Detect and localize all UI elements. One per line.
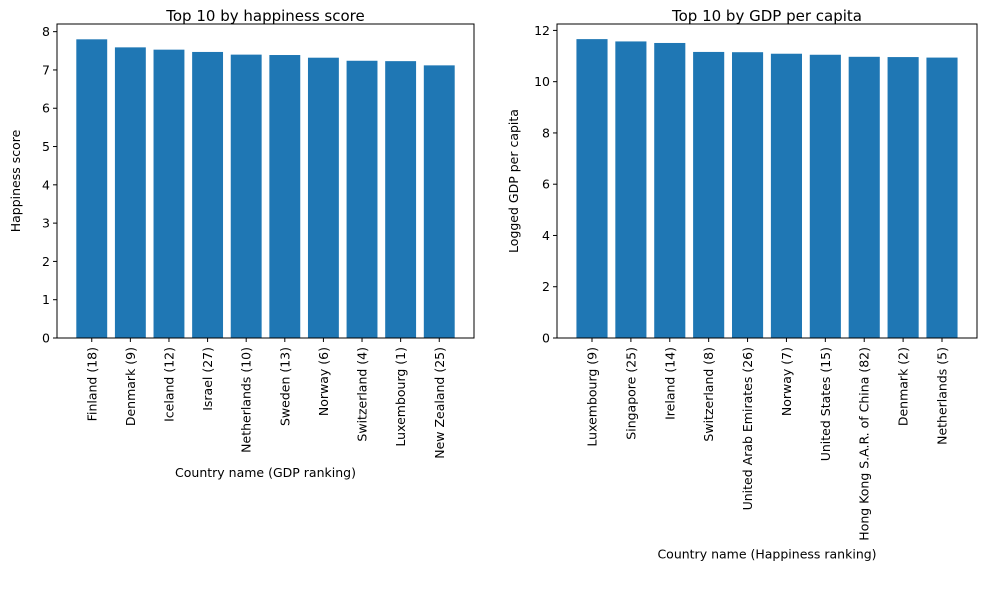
bar-norway-6 <box>307 57 339 338</box>
y-tick-label: 12 <box>534 23 550 38</box>
bar-norway-7 <box>770 53 802 338</box>
x-tick-label-denmark-2: Denmark (2) <box>896 347 911 426</box>
chart-title: Top 10 by happiness score <box>165 7 364 25</box>
x-axis-label: Country name (GDP ranking) <box>175 465 356 480</box>
y-tick-label: 0 <box>42 331 50 346</box>
x-tick-label-israel-27: Israel (27) <box>200 347 215 411</box>
bar-ireland-14 <box>654 42 686 338</box>
y-tick-label: 3 <box>42 216 50 231</box>
bar-denmark-9 <box>114 47 146 339</box>
y-axis-label: Logged GDP per capita <box>506 109 521 253</box>
plot-frame <box>56 23 475 339</box>
bar-united-arab-emirates-26 <box>732 52 764 338</box>
x-tick-label-denmark-9: Denmark (9) <box>123 347 138 426</box>
bar-finland-18 <box>76 39 108 338</box>
y-tick-label: 6 <box>542 177 550 192</box>
bar-sweden-13 <box>269 55 301 339</box>
x-axis-label: Country name (Happiness ranking) <box>657 547 876 562</box>
y-tick-label: 6 <box>42 101 50 116</box>
bar-netherlands-5 <box>926 57 958 338</box>
bar-switzerland-4 <box>346 60 378 338</box>
x-tick-label-hong-kong-s-a-r-of-china-82: Hong Kong S.A.R. of China (82) <box>857 347 872 541</box>
y-tick-label: 5 <box>42 139 50 154</box>
x-tick-label-norway-7: Norway (7) <box>779 347 794 416</box>
bar-iceland-12 <box>153 49 185 338</box>
x-tick-label-ireland-14: Ireland (14) <box>662 347 677 420</box>
x-tick-label-switzerland-4: Switzerland (4) <box>355 347 370 442</box>
bar-denmark-2 <box>887 57 919 338</box>
bar-united-states-15 <box>809 54 841 338</box>
x-tick-label-finland-18: Finland (18) <box>84 347 99 421</box>
x-tick-label-singapore-25: Singapore (25) <box>623 347 638 440</box>
y-tick-label: 2 <box>542 279 550 294</box>
y-tick-label: 4 <box>42 177 50 192</box>
y-tick-label: 8 <box>42 24 50 39</box>
bar-israel-27 <box>192 51 224 338</box>
x-tick-label-luxembourg-9: Luxembourg (9) <box>585 347 600 447</box>
chart-gdp-per-capita: 0 2 4 6 8 10 12 Luxembourg (9) Singapore (25) Ire… <box>506 7 978 562</box>
bar-hong-kong-s-a-r-of-china-82 <box>848 56 880 339</box>
y-tick-label: 8 <box>542 125 550 140</box>
x-tick-label-netherlands-5: Netherlands (5) <box>935 347 950 445</box>
x-tick-label-sweden-13: Sweden (13) <box>277 347 292 426</box>
bar-switzerland-8 <box>693 51 725 338</box>
y-tick-label: 10 <box>534 74 550 89</box>
plot-frame <box>556 23 978 339</box>
x-tick-label-united-arab-emirates-26: United Arab Emirates (26) <box>740 347 755 510</box>
bar-netherlands-10 <box>230 54 262 338</box>
bar-new-zealand-25 <box>423 65 455 339</box>
x-tick-label-iceland-12: Iceland (12) <box>161 347 176 422</box>
y-tick-label: 4 <box>542 228 550 243</box>
x-tick-label-luxembourg-1: Luxembourg (1) <box>393 347 408 447</box>
x-tick-label-switzerland-8: Switzerland (8) <box>701 347 716 442</box>
x-tick-label-united-states-15: United States (15) <box>818 347 833 461</box>
bar-singapore-25 <box>615 41 647 339</box>
y-axis-label: Happiness score <box>8 129 23 232</box>
chart-happiness-score: 0 1 2 3 4 5 6 7 8 Finland (18) Denmark (9) Iceland … <box>8 7 475 480</box>
y-tick-label: 1 <box>42 292 50 307</box>
bar-luxembourg-9 <box>576 39 608 339</box>
x-tick-label-new-zealand-25: New Zealand (25) <box>432 347 447 459</box>
x-tick-label-netherlands-10: Netherlands (10) <box>239 347 254 453</box>
y-tick-label: 7 <box>42 62 50 77</box>
chart-title: Top 10 by GDP per capita <box>671 7 862 25</box>
x-tick-label-norway-6: Norway (6) <box>316 347 331 416</box>
bar-luxembourg-1 <box>385 61 417 338</box>
y-tick-label: 0 <box>542 331 550 346</box>
y-tick-label: 2 <box>42 254 50 269</box>
